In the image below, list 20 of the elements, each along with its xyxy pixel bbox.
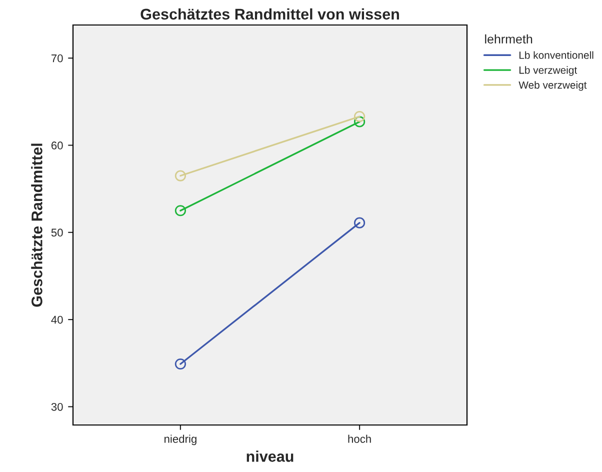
y-tick-label: 50 (51, 228, 63, 237)
y-tick-label: 60 (51, 142, 63, 150)
x-tick-label: niedrig (164, 434, 196, 446)
legend-title: lehrmeth (485, 34, 532, 44)
chart-title: Geschätztes Randmittel von wissen (140, 8, 399, 20)
y-axis-title: Geschätzte Randmittel (31, 144, 42, 307)
point (354, 217, 366, 228)
point (174, 205, 186, 216)
point (174, 170, 186, 182)
y-tick-label: 30 (51, 402, 63, 411)
legend-label: Web verzweigt (518, 81, 587, 91)
y-tick-label: 40 (51, 316, 63, 324)
point (174, 358, 186, 370)
legend-label: Lb verzweigt (519, 66, 578, 76)
point (354, 110, 366, 122)
legend-label: Lb konventionell (519, 51, 594, 59)
y-tick-label: 70 (51, 54, 63, 62)
point (354, 116, 366, 128)
x-tick-label: hoch (348, 434, 371, 443)
x-axis-title: niveau (246, 450, 294, 462)
